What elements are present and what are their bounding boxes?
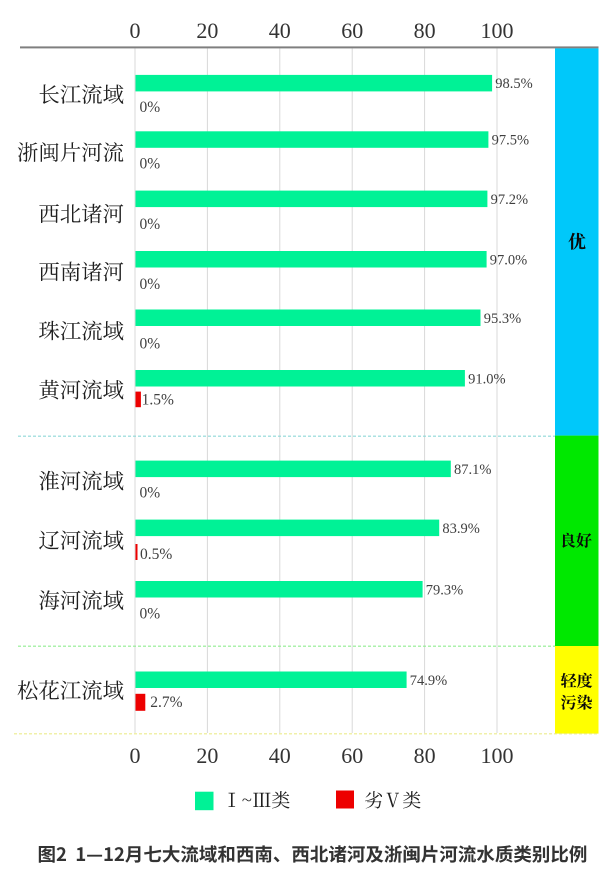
svg-text:60: 60: [341, 743, 363, 768]
svg-text:87.1%: 87.1%: [454, 462, 491, 478]
svg-text:0%: 0%: [140, 155, 161, 172]
svg-text:95.3%: 95.3%: [484, 311, 521, 327]
svg-text:0.5%: 0.5%: [140, 546, 172, 563]
svg-text:79.3%: 79.3%: [426, 582, 463, 598]
svg-text:1.5%: 1.5%: [142, 392, 174, 409]
svg-text:100: 100: [481, 18, 514, 43]
svg-text:98.5%: 98.5%: [495, 76, 532, 92]
svg-text:20: 20: [196, 18, 218, 43]
svg-text:83.9%: 83.9%: [442, 521, 479, 537]
svg-text:0: 0: [130, 743, 141, 768]
svg-text:74.9%: 74.9%: [410, 673, 447, 689]
svg-text:40: 40: [269, 743, 291, 768]
svg-text:0%: 0%: [140, 336, 161, 353]
svg-text:40: 40: [269, 18, 291, 43]
svg-text:80: 80: [414, 743, 436, 768]
svg-text:0%: 0%: [140, 485, 161, 502]
svg-text:100: 100: [481, 743, 514, 768]
svg-text:97.2%: 97.2%: [491, 192, 528, 208]
svg-text:0%: 0%: [140, 606, 161, 623]
svg-text:0%: 0%: [140, 276, 161, 293]
svg-text:0%: 0%: [140, 216, 161, 233]
svg-text:0%: 0%: [140, 99, 161, 116]
svg-text:2.7%: 2.7%: [150, 694, 182, 711]
svg-text:0: 0: [130, 18, 141, 43]
svg-text:20: 20: [196, 743, 218, 768]
svg-text:91.0%: 91.0%: [468, 371, 505, 387]
svg-text:97.0%: 97.0%: [490, 252, 527, 268]
svg-text:60: 60: [341, 18, 363, 43]
svg-text:97.5%: 97.5%: [492, 133, 529, 149]
svg-text:80: 80: [414, 18, 436, 43]
